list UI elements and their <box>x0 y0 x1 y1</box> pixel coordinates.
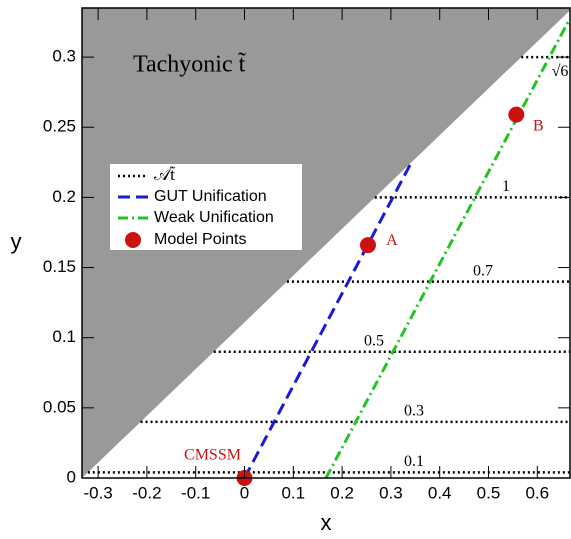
y-axis-label: y <box>11 229 22 254</box>
y-tick-label: 0.1 <box>52 327 76 346</box>
region-label: Tachyonic t̃ <box>133 52 246 78</box>
contour-label: √6 <box>552 63 569 80</box>
x-tick-label: -0.3 <box>83 483 112 502</box>
legend-label: 𝒜t̃ <box>154 165 176 184</box>
x-tick-label: -0.2 <box>132 483 161 502</box>
x-tick-label: 0 <box>240 483 249 502</box>
series-line <box>243 164 412 478</box>
contour-label: 1 <box>502 178 510 195</box>
contour-label: 0.3 <box>404 403 424 420</box>
legend-box <box>110 164 302 250</box>
contour-label: 0.5 <box>364 332 384 349</box>
y-tick-label: 0.2 <box>52 187 76 206</box>
point-label: CMSSM <box>184 447 241 464</box>
model-point <box>359 237 376 254</box>
contour-label: 0.7 <box>473 262 493 279</box>
x-tick-label: -0.1 <box>181 483 210 502</box>
x-axis-label: x <box>321 510 332 535</box>
x-tick-label: 0.5 <box>477 483 501 502</box>
legend-label: Model Points <box>154 231 247 248</box>
y-tick-label: 0.25 <box>43 117 76 136</box>
model-point <box>508 106 525 123</box>
series-line <box>324 21 570 478</box>
legend-label: Weak Unification <box>154 209 274 226</box>
tachyonic-region <box>82 8 570 478</box>
point-label: A <box>386 232 398 249</box>
y-tick-label: 0 <box>67 467 76 486</box>
point-label: B <box>533 117 544 134</box>
legend-swatch <box>125 232 141 248</box>
y-tick-label: 0.15 <box>43 257 76 276</box>
x-tick-label: 0.1 <box>281 483 305 502</box>
y-tick-label: 0.05 <box>43 397 76 416</box>
x-tick-label: 0.2 <box>330 483 354 502</box>
x-tick-label: 0.4 <box>428 483 452 502</box>
y-tick-label: 0.3 <box>52 47 76 66</box>
plot-frame <box>81 7 571 479</box>
legend-label: GUT Unification <box>154 188 267 205</box>
x-tick-label: 0.3 <box>379 483 403 502</box>
contour-label: 0.1 <box>404 453 424 470</box>
x-tick-label: 0.6 <box>525 483 549 502</box>
